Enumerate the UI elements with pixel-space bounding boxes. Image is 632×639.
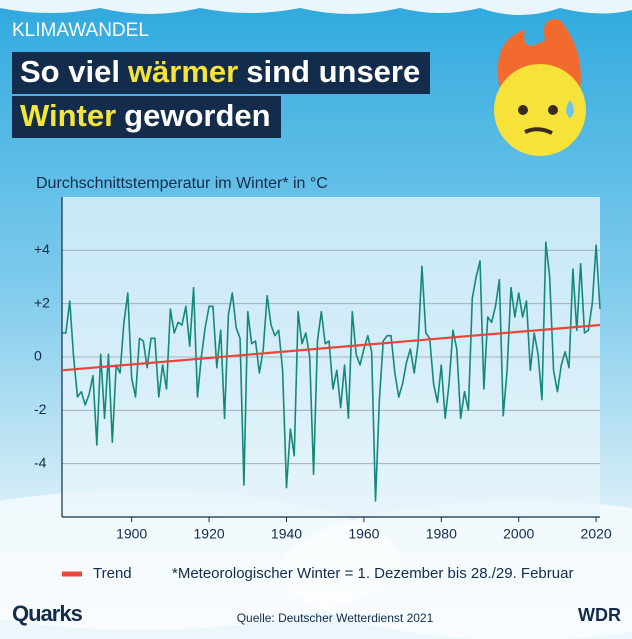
title-line: So viel wärmer sind unsere: [12, 52, 431, 94]
title-word: geworden: [124, 98, 271, 133]
emoji: [494, 19, 586, 156]
x-tick-label: 1900: [116, 526, 147, 542]
broadcaster-logo: WDR: [578, 605, 621, 625]
title-word: So viel: [20, 54, 120, 89]
y-tick-label: 0: [34, 348, 42, 364]
kicker: KLIMAWANDEL: [12, 20, 149, 41]
title-highlight: Winter: [20, 98, 117, 133]
footnote: *Meteorologischer Winter = 1. Dezember b…: [172, 565, 573, 582]
title-word: sind unsere: [246, 54, 421, 89]
legend-label: Trend: [93, 565, 132, 582]
brand-logo: Quarks: [12, 601, 83, 626]
x-tick-label: 1980: [426, 526, 457, 542]
chart-title: Durchschnittstemperatur im Winter* in °C: [36, 175, 328, 192]
y-tick-label: -4: [34, 454, 47, 470]
title-line: Winter geworden: [12, 96, 281, 138]
x-tick-label: 2020: [581, 526, 612, 542]
y-tick-label: +4: [34, 241, 50, 257]
x-tick-label: 1940: [271, 526, 302, 542]
temperature-line: [62, 241, 601, 502]
y-tick-label: -2: [34, 401, 47, 417]
trend-line: [61, 323, 601, 372]
x-tick-label: 2000: [503, 526, 534, 542]
source: Quelle: Deutscher Wetterdienst 2021: [237, 611, 434, 625]
x-tick-label: 1960: [348, 526, 379, 542]
y-tick-label: +2: [34, 294, 50, 310]
title-highlight: wärmer: [127, 54, 239, 89]
x-tick-label: 1920: [194, 526, 225, 542]
